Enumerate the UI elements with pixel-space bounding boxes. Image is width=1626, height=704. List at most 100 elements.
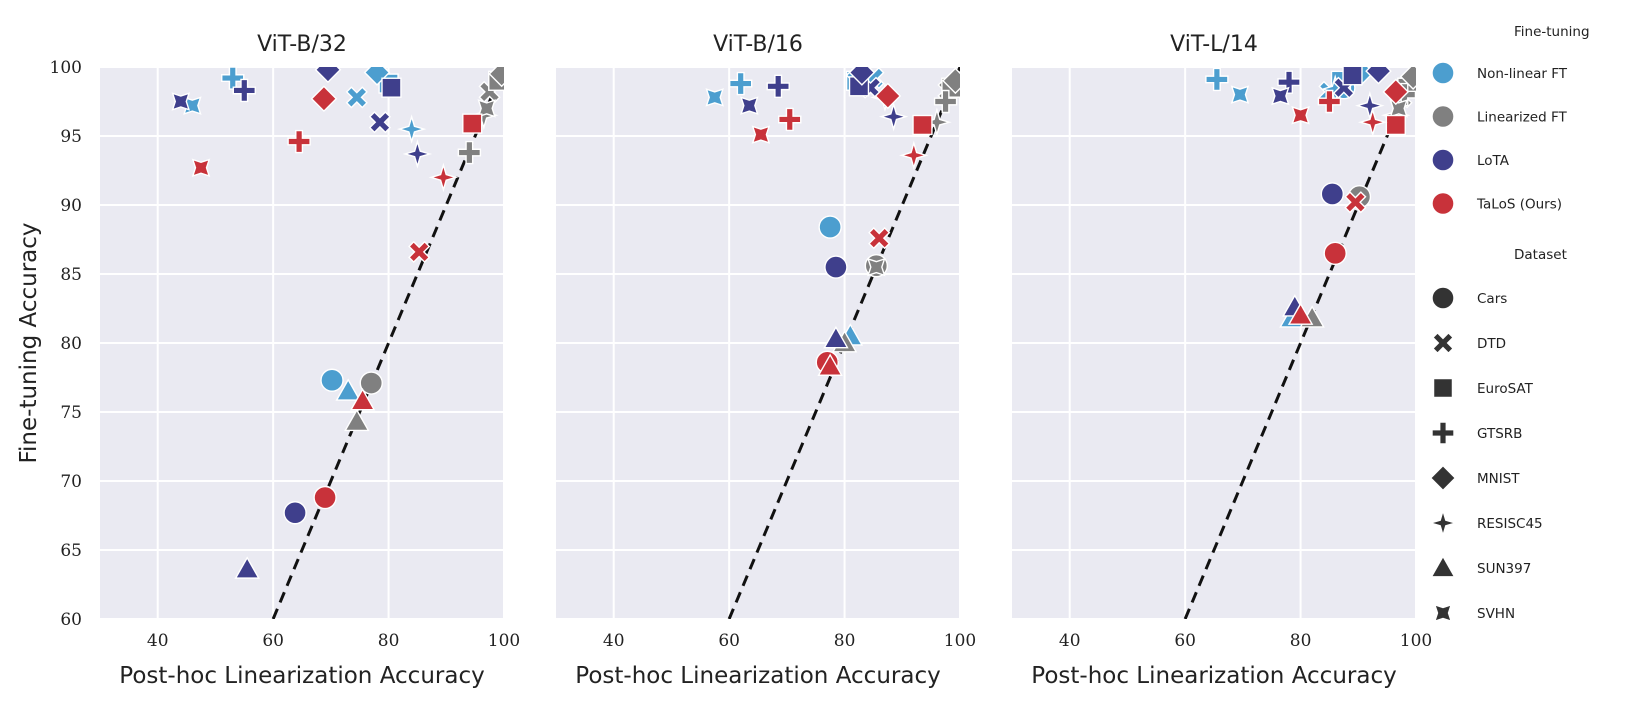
point-non-linear-ft-mnist	[363, 67, 391, 86]
x-tick-label: 60	[718, 631, 740, 651]
data-points	[705, 67, 960, 376]
tick-labels: 40 60 80 100 60 65 70 75 80 85 90 95 100	[50, 58, 521, 651]
point-lota-sun397	[234, 556, 260, 579]
point-non-linear-ft-dtd	[345, 86, 368, 109]
point-lota-gtsrb	[232, 78, 256, 103]
point-talos-ours-eurosat	[462, 113, 483, 134]
point-lota-gtsrb	[1277, 70, 1301, 94]
point-non-linear-ft-gtsrb	[1205, 67, 1229, 92]
panel-vit-b32: ViT-B/32 Post-hoc Linearization Accuracy…	[50, 32, 521, 689]
x-tick-label: 60	[1174, 631, 1196, 651]
point-lota-resisc45	[402, 139, 433, 169]
y-tick-label: 70	[60, 472, 82, 492]
point-linearized-ft-mnist	[488, 67, 504, 88]
tick-labels: 40 60 80 100	[603, 631, 976, 651]
point-talos-ours-svhn	[751, 125, 771, 144]
point-talos-ours-eurosat	[1385, 114, 1406, 136]
y-axis-label: Fine-tuning Accuracy	[16, 222, 42, 463]
point-talos-ours-sun397	[349, 387, 376, 411]
y-tick-label: 85	[60, 265, 82, 285]
legend-marker-gtsrb	[1431, 421, 1455, 445]
y-tick-label: 95	[60, 127, 82, 147]
y-tick-label: 100	[50, 58, 82, 78]
point-talos-ours-dtd	[1344, 191, 1367, 214]
point-non-linear-ft-sun397	[335, 378, 361, 401]
point-lota-dtd	[368, 111, 392, 134]
legend-marker-eurosat	[1432, 377, 1454, 399]
point-linearized-ft-mnist	[1399, 67, 1416, 90]
x-tick-label: 100	[488, 631, 520, 651]
point-linearized-ft-gtsrb	[457, 140, 482, 165]
point-talos-ours-mnist	[310, 85, 338, 113]
point-lota-svhn	[1271, 86, 1290, 106]
panel-title: ViT-B/32	[257, 32, 347, 57]
legend-label-non-linear-ft: Non-linear FT	[1477, 66, 1568, 82]
legend-label-talos-ours: TaLoS (Ours)	[1476, 197, 1562, 213]
x-tick-label: 80	[378, 631, 400, 651]
data-points	[1205, 67, 1416, 328]
y-tick-label: 80	[60, 334, 82, 354]
point-talos-ours-svhn	[1291, 106, 1310, 125]
legend-marker-svhn	[1433, 603, 1453, 623]
point-linearized-ft-gtsrb	[933, 89, 958, 114]
x-tick-label: 100	[1400, 631, 1432, 651]
legend-marker-mnist	[1429, 464, 1457, 492]
point-non-linear-ft-cars	[818, 215, 842, 239]
legend-marker-linearized-ft	[1431, 104, 1455, 129]
point-talos-ours-cars	[1323, 241, 1347, 266]
legend-marker-non-linear-ft	[1431, 61, 1455, 85]
tick-labels: 40 60 80 100	[1059, 631, 1432, 651]
data-points	[171, 67, 504, 579]
point-lota-eurosat	[1342, 67, 1363, 86]
y-tick-label: 60	[60, 610, 82, 630]
point-talos-ours-dtd	[868, 227, 891, 250]
point-talos-ours-gtsrb	[778, 107, 802, 132]
legend-marker-lota	[1431, 148, 1455, 172]
x-axis-label: Post-hoc Linearization Accuracy	[575, 663, 940, 689]
point-lota-svhn	[740, 96, 759, 115]
point-non-linear-ft-svhn	[705, 88, 724, 107]
legend-label-mnist: MNIST	[1477, 471, 1520, 487]
point-talos-ours-gtsrb	[1317, 89, 1342, 114]
point-linearized-ft-cars	[359, 371, 383, 395]
point-lota-resisc45	[878, 101, 909, 132]
point-non-linear-ft-cars	[320, 368, 344, 392]
point-lota-cars	[824, 255, 848, 279]
point-linearized-ft-mnist	[942, 67, 960, 95]
point-talos-ours-mnist	[874, 82, 902, 110]
x-tick-label: 80	[1290, 631, 1312, 651]
point-talos-ours-gtsrb	[287, 129, 311, 154]
legend-label-sun397: SUN397	[1477, 561, 1531, 577]
reference-line	[271, 67, 504, 619]
x-tick-label: 80	[834, 631, 856, 651]
legend-hue-title: Fine-tuning	[1514, 24, 1590, 40]
x-tick-label: 100	[944, 631, 976, 651]
legend-marker-resisc45	[1428, 508, 1458, 538]
reference-line	[1183, 67, 1416, 619]
point-lota-eurosat	[381, 77, 402, 98]
point-linearized-ft-sun397	[344, 408, 370, 432]
point-talos-ours-eurosat	[912, 114, 933, 136]
point-talos-ours-svhn	[191, 158, 211, 178]
point-lota-mnist	[1365, 67, 1392, 85]
point-lota-sun397	[823, 325, 849, 349]
legend-items: Non-linear FT Linearized FT LoTA TaLoS (Our…	[1428, 61, 1568, 623]
point-non-linear-ft-gtsrb	[728, 71, 753, 96]
grid-lines	[100, 66, 505, 620]
point-linearized-ft-svhn	[867, 257, 886, 277]
legend-marker-cars	[1431, 286, 1455, 310]
x-tick-label: 40	[1059, 631, 1081, 651]
legend-marker-talos-ours	[1431, 191, 1455, 216]
legend-label-lota: LoTA	[1477, 153, 1510, 169]
legend-marker-sun397	[1430, 555, 1456, 578]
point-non-linear-ft-svhn	[1230, 85, 1250, 104]
legend-label-svhn: SVHN	[1477, 606, 1515, 622]
point-lota-mnist	[314, 67, 342, 84]
legend-label-eurosat: EuroSAT	[1477, 381, 1534, 397]
point-talos-ours-sun397	[817, 353, 843, 376]
y-tick-label: 90	[60, 196, 82, 216]
legend-label-cars: Cars	[1477, 291, 1507, 307]
point-talos-ours-resisc45	[899, 140, 929, 171]
point-lota-cars	[1320, 182, 1345, 206]
